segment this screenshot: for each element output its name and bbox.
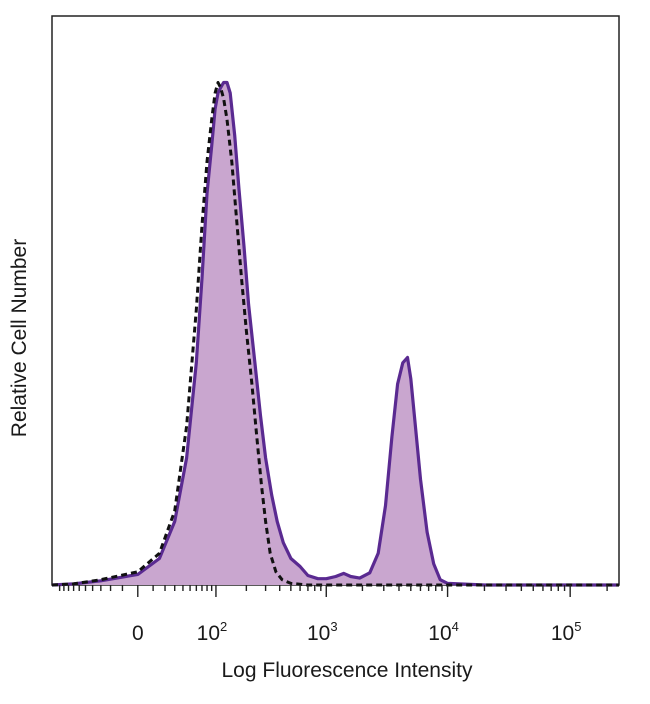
stained-series-area [52,82,619,585]
x-axis-ticks [58,585,608,597]
x-tick-label: 102 [197,619,228,645]
x-tick-label: 105 [551,619,582,645]
plot-frame [51,15,620,586]
x-tick-label: 103 [307,619,338,645]
plot-layer [51,80,619,587]
x-axis-tick-labels: 0 102 103 104 105 [132,619,582,645]
y-axis-title: Relative Cell Number [8,239,31,437]
x-axis-title: Log Fluorescence Intensity [222,659,473,682]
control-series-line [51,81,619,587]
x-tick-label: 0 [132,622,144,645]
stained-series-line [51,80,619,587]
x-tick-label: 104 [428,619,459,645]
